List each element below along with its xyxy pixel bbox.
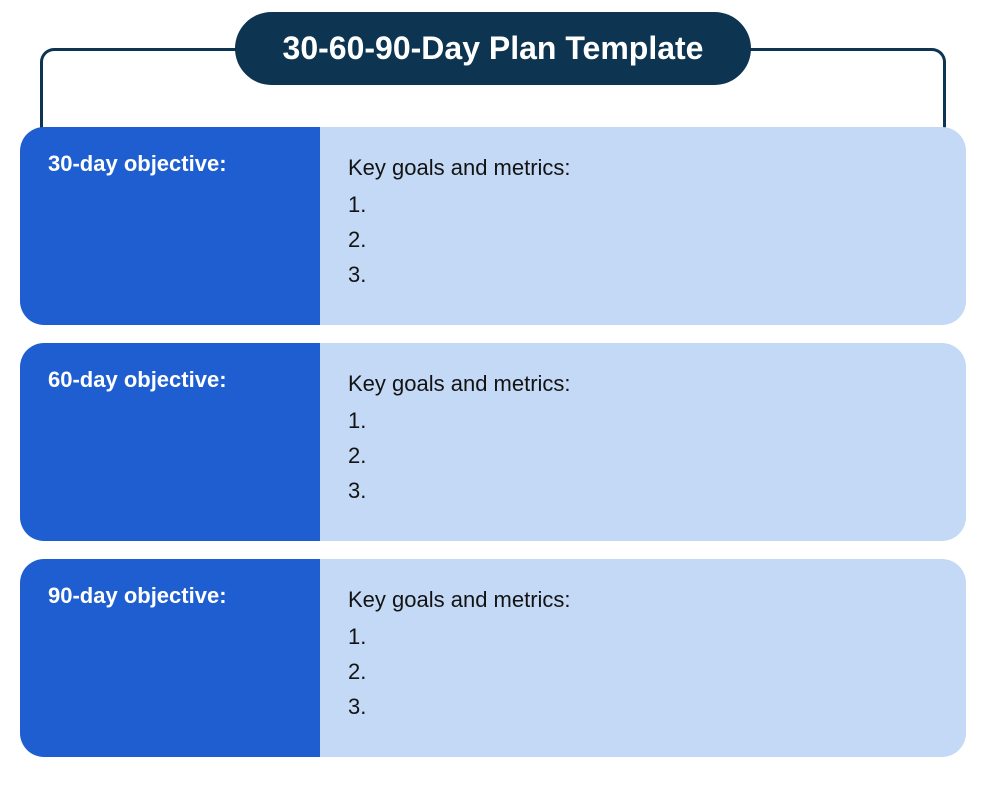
goals-60-label: Key goals and metrics: bbox=[348, 371, 938, 397]
section-30-left: 30-day objective: bbox=[20, 127, 320, 325]
page-title: 30-60-90-Day Plan Template bbox=[235, 12, 752, 85]
section-90-right: Key goals and metrics: 1. 2. 3. bbox=[320, 559, 966, 757]
goal-90-item-3: 3. bbox=[348, 689, 938, 724]
goal-30-item-3: 3. bbox=[348, 257, 938, 292]
section-60-day: 60-day objective: Key goals and metrics:… bbox=[20, 343, 966, 541]
section-60-right: Key goals and metrics: 1. 2. 3. bbox=[320, 343, 966, 541]
goal-30-item-1: 1. bbox=[348, 187, 938, 222]
objective-30-label: 30-day objective: bbox=[48, 151, 292, 177]
sections-container: 30-day objective: Key goals and metrics:… bbox=[20, 127, 966, 757]
section-90-day: 90-day objective: Key goals and metrics:… bbox=[20, 559, 966, 757]
title-container: 30-60-90-Day Plan Template bbox=[20, 12, 966, 85]
goal-60-item-1: 1. bbox=[348, 403, 938, 438]
objective-90-label: 90-day objective: bbox=[48, 583, 292, 609]
objective-60-label: 60-day objective: bbox=[48, 367, 292, 393]
goal-60-item-2: 2. bbox=[348, 438, 938, 473]
section-90-left: 90-day objective: bbox=[20, 559, 320, 757]
section-60-left: 60-day objective: bbox=[20, 343, 320, 541]
goals-90-label: Key goals and metrics: bbox=[348, 587, 938, 613]
goals-30-label: Key goals and metrics: bbox=[348, 155, 938, 181]
section-30-right: Key goals and metrics: 1. 2. 3. bbox=[320, 127, 966, 325]
goal-30-item-2: 2. bbox=[348, 222, 938, 257]
section-30-day: 30-day objective: Key goals and metrics:… bbox=[20, 127, 966, 325]
goal-90-item-2: 2. bbox=[348, 654, 938, 689]
goal-60-item-3: 3. bbox=[348, 473, 938, 508]
goal-90-item-1: 1. bbox=[348, 619, 938, 654]
